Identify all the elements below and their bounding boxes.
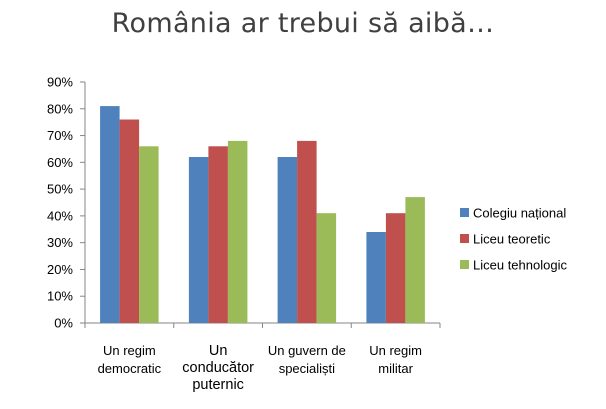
x-tick-label: Un regim democratic [98,343,162,376]
bar [277,157,298,323]
bar [119,119,140,323]
bar [188,157,209,323]
y-tick-label: 20% [47,262,73,277]
x-tick-label: Un guvern de specialiști [268,343,346,376]
bar [366,232,386,323]
x-axis [84,322,441,328]
bar [208,146,228,323]
y-axis: 0% 10% 20% 30% 40% 50% 60% 70% 80% 90% [47,75,86,331]
legend-label: Liceu teoretic [473,232,551,247]
x-tick-label: Un conducător puternic [182,343,254,393]
y-tick-label: 90% [47,75,73,90]
y-tick-label: 80% [47,101,73,116]
category-labels: Un regim democratic Un conducător puternic Un… [98,343,422,393]
bar [297,140,317,323]
legend-label: Liceu tehnologic [473,258,567,273]
bar [316,213,337,323]
legend: Colegiu național Liceu teoretic Liceu tehn… [460,206,567,273]
y-tick-label: 0% [54,316,73,331]
legend-label: Colegiu național [473,206,566,221]
legend-swatch [460,234,469,243]
y-tick-label: 60% [47,155,73,170]
bar [405,197,425,323]
x-tick-label: Un regim militar [369,343,422,376]
bar [139,146,159,323]
bar [385,213,406,323]
y-tick-label: 40% [47,208,73,223]
y-tick-label: 10% [47,289,73,304]
legend-swatch [460,208,469,217]
bars [100,106,425,323]
y-tick-label: 70% [47,128,73,143]
legend-swatch [460,260,469,269]
y-tick-label: 50% [47,182,73,197]
bar [227,140,248,323]
y-tick-label: 30% [47,235,73,250]
bar [100,106,120,323]
chart-title: România ar trebui să aibă… [111,8,495,39]
